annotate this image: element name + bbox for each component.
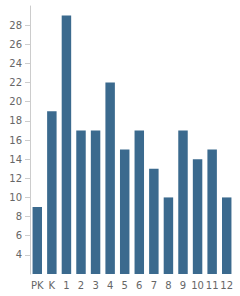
svg-text:1: 1 [63,280,69,291]
svg-text:24: 24 [9,58,22,69]
svg-text:16: 16 [9,135,22,146]
svg-text:10: 10 [9,192,22,203]
svg-text:14: 14 [9,154,22,165]
svg-text:28: 28 [9,20,22,31]
svg-text:3: 3 [92,280,98,291]
svg-text:11: 11 [206,280,219,291]
svg-text:26: 26 [9,39,22,50]
svg-text:22: 22 [9,77,22,88]
svg-text:2: 2 [78,280,84,291]
svg-text:7: 7 [151,280,157,291]
svg-text:18: 18 [9,115,22,126]
svg-text:4: 4 [16,249,22,260]
svg-text:8: 8 [165,280,171,291]
svg-text:9: 9 [180,280,186,291]
svg-text:5: 5 [122,280,128,291]
svg-text:10: 10 [191,280,204,291]
svg-text:12: 12 [220,280,233,291]
svg-text:K: K [49,280,56,291]
svg-text:20: 20 [9,96,22,107]
svg-text:4: 4 [107,280,113,291]
svg-text:6: 6 [16,230,22,241]
svg-text:12: 12 [9,173,22,184]
svg-text:8: 8 [16,211,22,222]
svg-text:6: 6 [136,280,142,291]
svg-text:PK: PK [31,280,44,291]
